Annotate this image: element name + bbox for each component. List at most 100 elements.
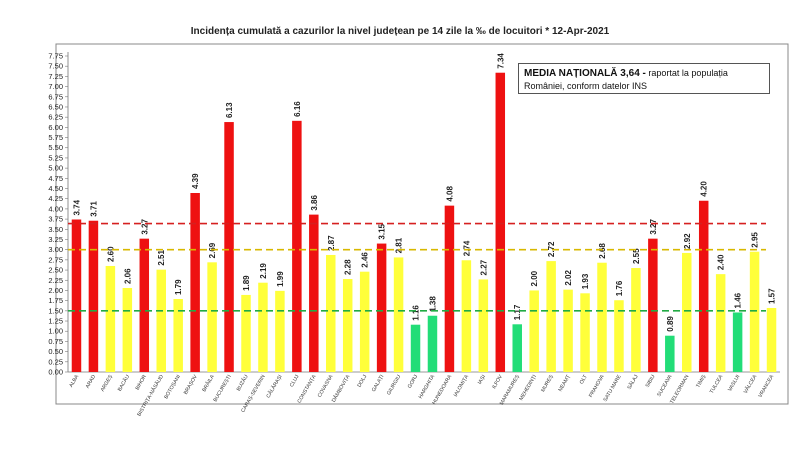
y-tick-label: 1.25 — [48, 317, 63, 326]
bar-teleorman — [682, 252, 692, 372]
category-label: SATU MARE — [603, 374, 623, 403]
bar-bihor — [139, 238, 150, 372]
data-label: 0.89 — [666, 316, 675, 332]
data-label: 2.27 — [479, 259, 488, 275]
y-tick-label: 0.25 — [48, 357, 63, 366]
category-label: TIMIȘ — [695, 374, 707, 389]
category-label: BRAȘOV — [183, 374, 199, 396]
y-tick-label: 4.00 — [48, 204, 63, 213]
category-label: CĂLĂRAȘI — [265, 374, 284, 400]
bar-neamț — [563, 289, 573, 372]
bar-buzău — [241, 294, 251, 372]
data-label: 2.19 — [259, 263, 268, 279]
y-tick-label: 4.50 — [48, 184, 63, 193]
national-average-text: raportat la populația României, conform … — [524, 68, 728, 91]
y-tick-label: 1.00 — [48, 327, 63, 336]
category-label: ALBA — [68, 374, 80, 389]
y-tick-label: 5.25 — [48, 153, 63, 162]
category-label: MEHEDINȚI — [518, 374, 537, 402]
y-tick-label: 7.50 — [48, 62, 63, 71]
data-label: 2.92 — [683, 233, 692, 249]
bar-cluj — [292, 120, 302, 373]
data-label: 2.00 — [530, 270, 539, 286]
bar-bistrița-năsăud — [156, 269, 166, 372]
bar-vâlcea — [749, 251, 760, 372]
data-label: 1.38 — [428, 296, 437, 312]
bar-bucurești — [224, 122, 234, 372]
bar-sibiu — [648, 238, 658, 372]
bar-botoșani — [173, 299, 183, 372]
data-label: 6.16 — [293, 101, 302, 117]
bar-tulcea — [715, 274, 726, 372]
bar-suceava — [665, 335, 675, 372]
data-label: 4.39 — [191, 173, 200, 189]
data-label: 2.40 — [717, 254, 726, 270]
category-label: CLUJ — [289, 374, 301, 389]
y-tick-label: 4.25 — [48, 194, 63, 203]
bar-covasna — [326, 254, 336, 372]
category-label: DOLJ — [357, 374, 369, 389]
bar-brăila — [207, 262, 217, 372]
bar-sălaj — [631, 268, 641, 372]
bar-călărași — [275, 290, 285, 372]
category-label: ARGEȘ — [100, 374, 115, 393]
y-tick-label: 0.00 — [48, 368, 63, 377]
y-tick-label: 7.00 — [48, 82, 63, 91]
category-label: ILFOV — [491, 374, 504, 390]
y-tick-label: 4.75 — [48, 174, 63, 183]
data-label: 1.79 — [174, 279, 183, 295]
y-tick-label: 7.25 — [48, 72, 63, 81]
data-label: 1.99 — [276, 271, 285, 287]
category-label: NEAMȚ — [558, 373, 573, 392]
bar-caraș-severin — [258, 282, 268, 372]
bar-bacău — [122, 288, 133, 372]
category-label: SIBIU — [645, 374, 657, 389]
category-label: VRANCEA — [758, 374, 776, 399]
bar-galați — [376, 243, 387, 372]
y-tick-label: 5.00 — [48, 164, 63, 173]
data-label: 1.17 — [513, 304, 522, 320]
y-tick-label: 5.50 — [48, 143, 63, 152]
y-tick-label: 0.75 — [48, 337, 63, 346]
data-label: 3.15 — [378, 223, 387, 239]
data-label: 3.27 — [649, 219, 658, 235]
data-label: 3.74 — [72, 199, 81, 215]
data-label: 4.20 — [700, 181, 709, 197]
category-label: IAȘI — [477, 374, 487, 385]
data-label: 1.57 — [768, 288, 777, 304]
category-label: SUCEAVA — [656, 374, 673, 398]
data-label: 2.87 — [327, 235, 336, 251]
bar-dolj — [359, 271, 370, 372]
data-label: 3.86 — [310, 194, 319, 210]
data-label: 2.46 — [361, 252, 370, 268]
data-label: 2.68 — [598, 243, 607, 259]
category-label: MUREȘ — [540, 374, 555, 394]
category-label: HARGHITA — [418, 374, 437, 400]
data-label: 2.60 — [106, 246, 115, 262]
category-label: SĂLAJ — [626, 373, 640, 391]
bar-brașov — [190, 193, 200, 372]
category-label: TULCEA — [709, 374, 725, 395]
category-label: OLT — [579, 373, 589, 385]
y-tick-label: 3.00 — [48, 245, 63, 254]
y-tick-label: 2.75 — [48, 255, 63, 264]
category-label: GORJ — [407, 374, 420, 390]
bar-maramureș — [512, 324, 522, 372]
category-label: ARAD — [85, 374, 98, 390]
category-label: VÂLCEA — [742, 373, 759, 395]
bar-constanța — [309, 214, 319, 372]
y-tick-label: 1.50 — [48, 306, 63, 315]
data-label: 2.95 — [751, 232, 760, 248]
bar-prahova — [597, 262, 607, 372]
data-label: 2.06 — [123, 268, 132, 284]
bar-mehedinți — [529, 290, 539, 372]
bar-dâmbovița — [342, 279, 353, 372]
bar-mureș — [546, 261, 556, 372]
y-tick-label: 6.75 — [48, 92, 63, 101]
y-tick-label: 1.75 — [48, 296, 63, 305]
bar-timiș — [698, 200, 709, 372]
y-tick-label: 2.25 — [48, 276, 63, 285]
bar-argeș — [105, 265, 116, 372]
data-label: 1.76 — [615, 280, 624, 296]
